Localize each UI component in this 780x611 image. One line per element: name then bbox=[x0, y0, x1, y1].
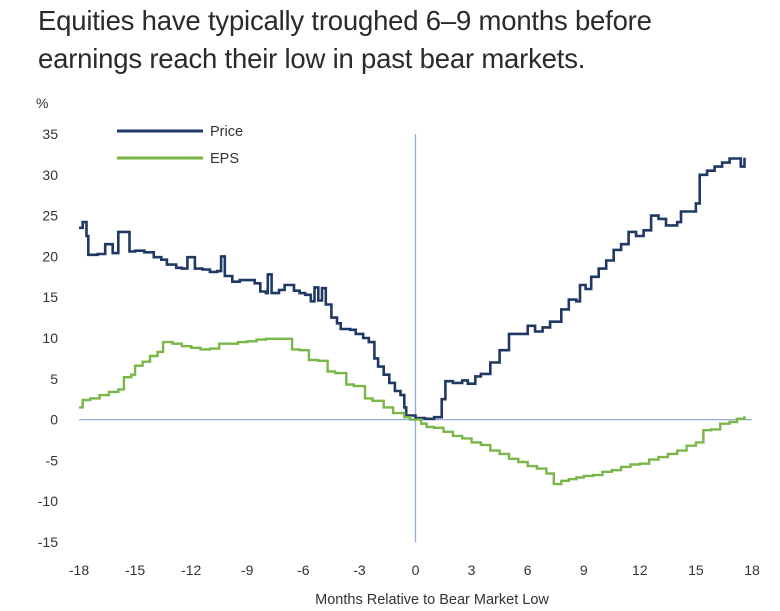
x-tick-label: 9 bbox=[580, 562, 588, 578]
headline-line-2: earnings reach their low in past bear ma… bbox=[38, 43, 586, 74]
y-tick-label: 35 bbox=[42, 126, 58, 142]
x-tick-label: 0 bbox=[412, 562, 420, 578]
x-tick-label: 6 bbox=[524, 562, 532, 578]
y-tick-label: 10 bbox=[42, 330, 58, 346]
x-tick-label: 15 bbox=[688, 562, 704, 578]
series-line-eps bbox=[79, 337, 746, 486]
legend: Price EPS bbox=[117, 124, 243, 167]
y-axis-ticks: 35 30 25 20 15 10 5 0 -5 -10 -15 bbox=[38, 126, 58, 550]
x-tick-label: -9 bbox=[241, 562, 254, 578]
x-tick-label: 12 bbox=[632, 562, 648, 578]
x-tick-label: -6 bbox=[297, 562, 310, 578]
x-axis-ticks: -18 -15 -12 -9 -6 -3 0 3 6 9 12 15 18 bbox=[69, 562, 760, 578]
x-tick-label: -15 bbox=[125, 562, 145, 578]
chart-headline: Equities have typically troughed 6–9 mon… bbox=[38, 2, 758, 78]
y-tick-label: 25 bbox=[42, 208, 58, 224]
legend-label-price: Price bbox=[210, 124, 243, 140]
series-layer bbox=[79, 157, 746, 486]
y-tick-label: -15 bbox=[38, 534, 58, 550]
series-line-price bbox=[79, 157, 746, 421]
x-tick-label: 3 bbox=[468, 562, 476, 578]
y-tick-label: 5 bbox=[50, 371, 58, 387]
x-tick-label: -12 bbox=[181, 562, 201, 578]
x-tick-label: -3 bbox=[353, 562, 366, 578]
y-tick-label: 30 bbox=[42, 167, 58, 183]
y-tick-label: -5 bbox=[46, 452, 59, 468]
y-tick-label: -10 bbox=[38, 493, 58, 509]
x-tick-label: -18 bbox=[69, 562, 89, 578]
headline-line-1: Equities have typically troughed 6–9 mon… bbox=[38, 5, 652, 36]
y-tick-label: 20 bbox=[42, 248, 58, 264]
y-tick-label: 0 bbox=[50, 412, 58, 428]
x-tick-label: 18 bbox=[744, 562, 760, 578]
y-unit-label: % bbox=[36, 95, 48, 111]
x-axis-title: Months Relative to Bear Market Low bbox=[315, 592, 549, 608]
y-tick-label: 15 bbox=[42, 289, 58, 305]
legend-label-eps: EPS bbox=[210, 151, 239, 167]
